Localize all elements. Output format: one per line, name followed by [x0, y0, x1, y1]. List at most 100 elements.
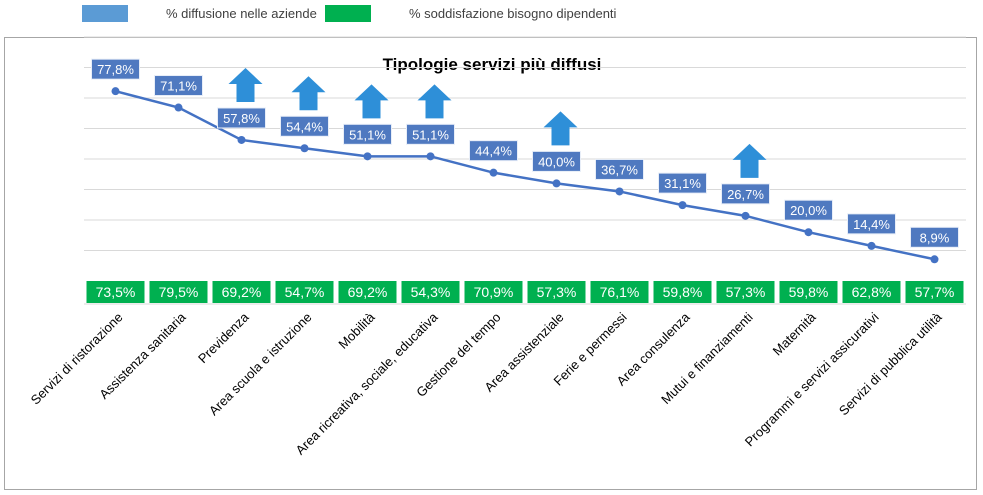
data-point-diffusione: [615, 187, 624, 196]
data-point-diffusione: [552, 179, 561, 188]
data-point-diffusione: [174, 103, 183, 112]
data-label-diffusione: 31,1%: [658, 172, 707, 194]
data-label-text: 79,5%: [159, 284, 199, 300]
data-point-diffusione: [804, 228, 813, 237]
data-label-box: [842, 281, 901, 303]
series-line-diffusione: [115, 89, 935, 261]
data-label-diffusione: 14,4%: [847, 213, 896, 235]
legend-item-diffusione: % diffusione nelle aziende: [82, 2, 317, 24]
data-label-diffusione: 51,1%: [343, 123, 392, 145]
data-label-text: 20,0%: [790, 203, 827, 218]
data-label-text: 69,2%: [348, 284, 388, 300]
data-label-box: [905, 281, 964, 303]
data-label-box: [406, 123, 455, 145]
data-label-box: [401, 281, 460, 303]
category-tick-label: Programmi e servizi assicurativi: [742, 309, 882, 449]
data-label-box: [91, 58, 140, 80]
data-label-soddisfazione: 54,3%: [401, 281, 460, 303]
data-label-text: 71,1%: [160, 79, 197, 94]
data-label-box: [716, 281, 775, 303]
category-tick-label: Previdenza: [195, 309, 252, 366]
data-label-box: [532, 150, 581, 172]
data-point-diffusione: [237, 135, 246, 144]
data-label-soddisfazione: 70,9%: [464, 281, 523, 303]
data-label-text: 8,9%: [920, 230, 950, 245]
data-point-diffusione: [741, 211, 750, 220]
data-label-box: [784, 199, 833, 221]
data-label-text: 54,7%: [285, 284, 325, 300]
up-arrow-icon: [732, 143, 767, 178]
data-label-box: [527, 281, 586, 303]
data-point-diffusione: [363, 152, 372, 161]
data-label-text: 51,1%: [349, 127, 386, 142]
data-label-box: [595, 158, 644, 180]
up-arrow-icon: [291, 76, 326, 111]
data-label-diffusione: 36,7%: [595, 158, 644, 180]
chart-legend: % diffusione nelle aziende % soddisfazio…: [0, 0, 983, 30]
data-label-box: [847, 213, 896, 235]
data-label-text: 73,5%: [96, 284, 136, 300]
data-label-soddisfazione: 73,5%: [86, 281, 145, 303]
data-point-diffusione: [300, 144, 309, 153]
legend-swatch-soddisfazione: [325, 4, 371, 22]
data-label-soddisfazione: 59,8%: [779, 281, 838, 303]
data-label-box: [910, 226, 959, 248]
data-label-diffusione: 71,1%: [154, 75, 203, 97]
data-label-soddisfazione: 69,2%: [212, 281, 271, 303]
data-label-text: 77,8%: [97, 62, 134, 77]
data-label-text: 76,1%: [600, 284, 640, 300]
data-label-box: [280, 115, 329, 137]
data-label-soddisfazione: 54,7%: [275, 281, 334, 303]
data-label-box: [469, 140, 518, 162]
data-label-diffusione: 57,8%: [217, 107, 266, 129]
data-label-box: [275, 281, 334, 303]
data-label-text: 57,3%: [537, 284, 577, 300]
data-label-text: 57,3%: [726, 284, 766, 300]
data-point-diffusione: [489, 168, 498, 177]
data-label-text: 14,4%: [853, 217, 890, 232]
chart-frame: [4, 37, 977, 490]
data-label-soddisfazione: 69,2%: [338, 281, 397, 303]
legend-swatch-diffusione: [82, 4, 128, 22]
data-point-diffusione: [930, 255, 939, 264]
data-label-soddisfazione: 57,3%: [527, 281, 586, 303]
up-arrow-icon: [543, 111, 578, 146]
data-label-box: [721, 183, 770, 205]
data-label-soddisfazione: 57,3%: [716, 281, 775, 303]
data-label-diffusione: 44,4%: [469, 140, 518, 162]
data-label-text: 44,4%: [475, 144, 512, 159]
data-label-soddisfazione: 59,8%: [653, 281, 712, 303]
data-label-text: 57,8%: [223, 111, 260, 126]
data-label-text: 59,8%: [789, 284, 829, 300]
data-label-soddisfazione: 62,8%: [842, 281, 901, 303]
data-point-diffusione: [678, 201, 687, 210]
data-label-text: 51,1%: [412, 127, 449, 142]
data-label-text: 26,7%: [727, 187, 764, 202]
data-label-diffusione: 51,1%: [406, 123, 455, 145]
data-label-box: [658, 172, 707, 194]
category-tick-label: Maternità: [770, 309, 819, 358]
data-label-diffusione: 54,4%: [280, 115, 329, 137]
category-tick-label: Servizi di pubblica utilità: [836, 309, 945, 418]
chart-title: Tipologie servizi più diffusi: [383, 55, 602, 74]
data-label-diffusione: 8,9%: [910, 226, 959, 248]
data-label-box: [590, 281, 649, 303]
data-label-diffusione: 20,0%: [784, 199, 833, 221]
category-tick-label: Mobilità: [335, 309, 378, 352]
data-label-diffusione: 40,0%: [532, 150, 581, 172]
data-label-diffusione: 77,8%: [91, 58, 140, 80]
data-label-text: 69,2%: [222, 284, 262, 300]
data-label-box: [86, 281, 145, 303]
data-point-diffusione: [426, 152, 435, 161]
legend-label-soddisfazione: % soddisfazione bisogno dipendenti: [409, 5, 617, 21]
data-label-soddisfazione: 79,5%: [149, 281, 208, 303]
up-arrow-icon: [228, 67, 263, 102]
legend-item-soddisfazione: % soddisfazione bisogno dipendenti: [325, 2, 616, 24]
data-label-box: [338, 281, 397, 303]
category-tick-label: Area scuola e istruzione: [206, 310, 315, 419]
data-label-soddisfazione: 57,7%: [905, 281, 964, 303]
data-label-text: 31,1%: [664, 176, 701, 191]
data-label-text: 62,8%: [852, 284, 892, 300]
data-label-text: 36,7%: [601, 162, 638, 177]
